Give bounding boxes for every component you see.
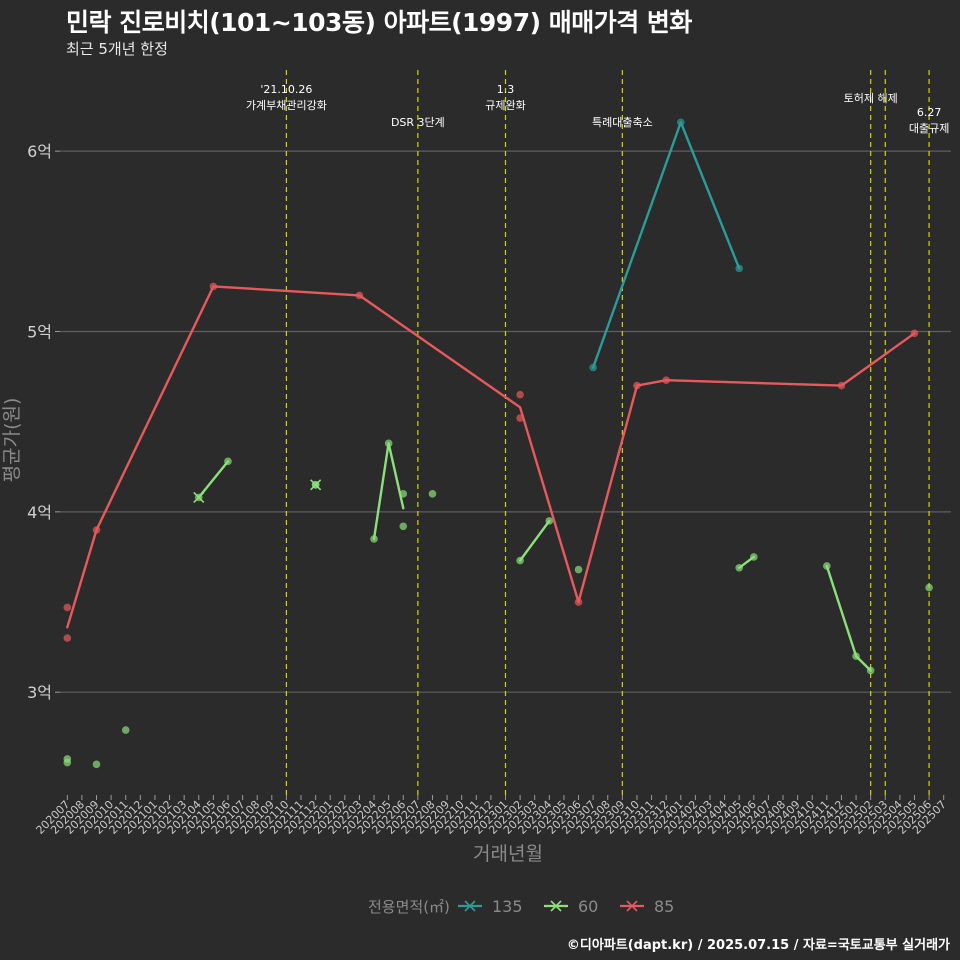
x-axis-title: 거래년월: [473, 843, 543, 865]
y-tick-label: 5억: [27, 323, 52, 342]
series-85-point: [516, 390, 524, 399]
y-tick-label: 4억: [27, 503, 52, 522]
legend-item-135: 135: [492, 897, 523, 916]
series-60-cross-mark: [310, 479, 322, 491]
series-layer: [63, 118, 933, 769]
series-60-point: [428, 490, 437, 498]
series-60-point: [823, 562, 831, 570]
series-60-line: [197, 460, 230, 499]
series-60-point: [545, 517, 554, 525]
series-60-point: [750, 553, 758, 561]
series-85-point: [574, 598, 583, 606]
legend-item-85: 85: [654, 897, 674, 916]
event-label: 대출규제: [909, 122, 949, 135]
legend-title: 전용면적(㎡): [368, 898, 450, 916]
series-85-point: [633, 381, 641, 390]
series-60-point: [735, 563, 744, 572]
series-60-point: [852, 652, 860, 660]
chart-title: 민락 진로비치(101~103동) 아파트(1997) 매매가격 변화: [66, 8, 692, 37]
series-85-point: [662, 376, 670, 384]
legend: 전용면적(㎡) 135 60 85: [368, 897, 674, 916]
x-axis: 2020072020082020092020102020112020122021…: [34, 795, 949, 837]
legend-key-cross: [550, 900, 562, 912]
y-axis: 3억 4억 5억 6억: [27, 142, 60, 702]
series-85-point: [63, 603, 72, 612]
series-60-point: [224, 457, 232, 466]
series-85-line: [66, 285, 916, 629]
series-60-cross-mark: [193, 491, 205, 503]
source-caption: ©디아파트(dapt.kr) / 2025.07.15 / 자료=국토교통부 실…: [566, 938, 950, 953]
series-60-point: [516, 556, 524, 565]
series-85-point: [837, 381, 846, 390]
series-60-point: [866, 666, 875, 675]
series-135-line: [591, 121, 741, 369]
series-60-point: [121, 726, 130, 734]
event-label: 가계부채관리강화: [246, 99, 327, 112]
series-60-line: [518, 519, 551, 562]
series-85-point: [516, 414, 524, 422]
chart-subtitle: 최근 5개년 한정: [66, 40, 168, 58]
series-85-point: [92, 526, 101, 534]
series-60-point: [399, 522, 408, 531]
series-60-point: [384, 439, 393, 448]
legend-item-60: 60: [578, 897, 598, 916]
series-60-line: [825, 564, 872, 672]
y-axis-title: 평균가(원): [1, 398, 23, 483]
y-tick-label: 3억: [27, 683, 52, 702]
event-label: 토허제 해제: [844, 91, 898, 105]
series-60-point: [63, 758, 72, 767]
series-60-line: [372, 442, 405, 541]
event-label: 특례대출축소: [592, 116, 653, 129]
series-135-point: [735, 264, 744, 273]
series-85-point: [209, 282, 218, 291]
series-60-point: [925, 583, 933, 592]
event-label: DSR 3단계: [391, 116, 445, 129]
series-85-point: [63, 634, 72, 642]
series-135-point: [589, 363, 597, 372]
series-60-point: [574, 565, 583, 574]
series-85-point: [910, 329, 919, 338]
series-60-point: [399, 490, 408, 498]
y-tick-label: 6억: [27, 142, 52, 161]
event-label: 1.3: [497, 83, 515, 96]
series-135-point: [676, 118, 685, 127]
event-label: '21.10.26: [260, 83, 312, 96]
series-60-point: [370, 535, 378, 543]
series-60-point: [92, 760, 101, 769]
legend-key-cross: [626, 900, 638, 912]
event-label: 6.27: [917, 106, 942, 119]
event-label: 규제완화: [485, 99, 525, 112]
legend-key-cross: [464, 900, 476, 912]
series-85-point: [355, 291, 364, 300]
